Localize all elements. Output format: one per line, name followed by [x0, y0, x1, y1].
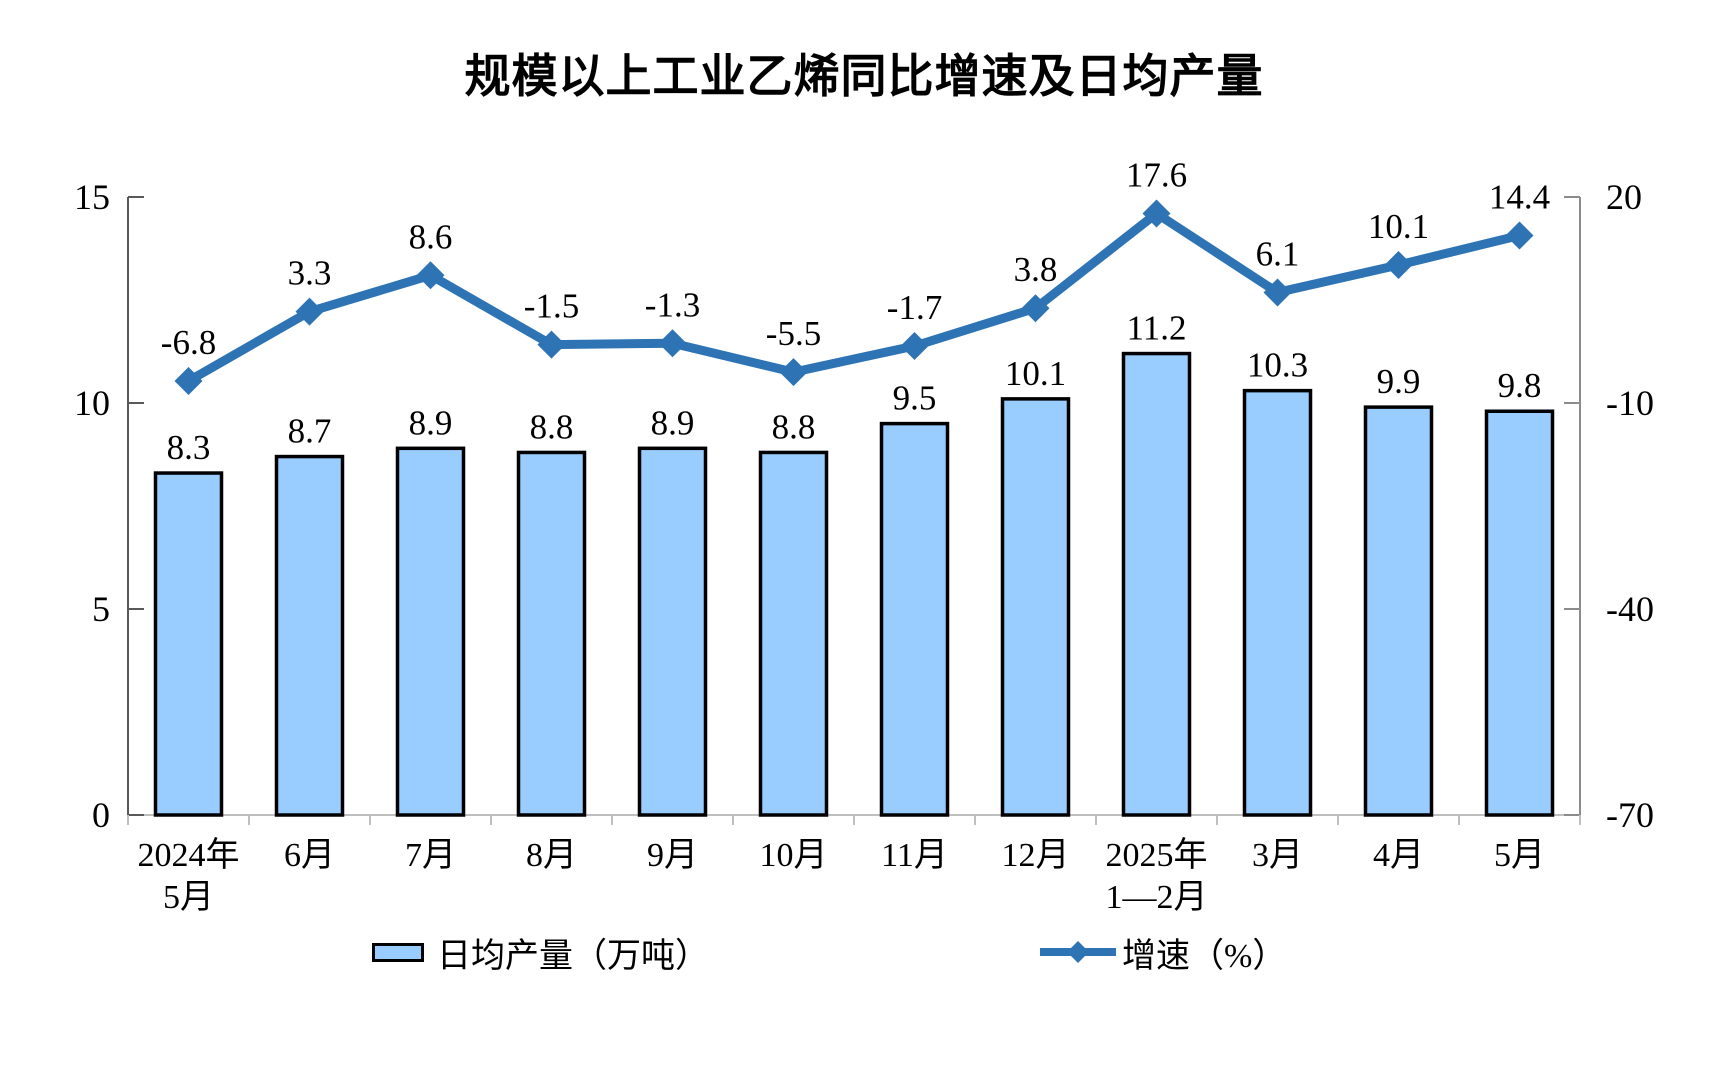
x-category-label: 7月	[405, 837, 456, 874]
bar-value-label: 9.8	[1498, 366, 1542, 405]
x-category-label: 5月	[163, 879, 214, 916]
x-category-label: 3月	[1252, 837, 1303, 874]
line-marker-diamond-icon	[416, 261, 445, 290]
legend-item-line: 增速（%）	[1040, 928, 1286, 976]
bar-value-label: 8.7	[288, 412, 332, 451]
line-marker-diamond-icon	[1021, 294, 1050, 323]
bar	[637, 446, 708, 817]
left-axis-tick-label: 5	[92, 589, 110, 629]
bar-legend-label: 日均产量（万吨）	[437, 937, 709, 975]
bar	[274, 454, 345, 817]
bar	[1242, 388, 1313, 817]
bar-value-label: 10.1	[1005, 354, 1066, 393]
x-category-label: 1—2月	[1106, 879, 1208, 916]
bar-value-label: 8.8	[772, 407, 816, 446]
line-value-label: -5.5	[766, 314, 821, 353]
right-axis-tick-label: -10	[1606, 383, 1654, 423]
line-marker-diamond-icon	[1263, 278, 1292, 307]
bar-value-label: 8.9	[651, 403, 695, 442]
bar	[516, 450, 587, 817]
line-marker-diamond-icon	[900, 332, 929, 361]
line-value-label: -1.5	[524, 287, 579, 326]
x-category-label: 5月	[1494, 837, 1545, 874]
bar-legend-swatch-icon	[372, 942, 424, 962]
line-marker-diamond-icon	[295, 297, 324, 326]
line-marker-diamond-icon	[779, 358, 808, 387]
bar-value-label: 9.5	[893, 379, 937, 418]
bar	[1000, 397, 1071, 817]
bar-value-label: 8.8	[530, 407, 574, 446]
line-legend-label: 增速（%）	[1122, 937, 1287, 975]
line-value-label: -6.8	[161, 323, 216, 362]
bar	[1121, 351, 1192, 817]
bar-value-label: 11.2	[1127, 309, 1187, 348]
left-axis-tick-label: 15	[74, 177, 110, 217]
line-value-label: 10.1	[1368, 207, 1429, 246]
left-axis-tick-label: 0	[92, 795, 110, 835]
bar	[1484, 409, 1555, 817]
bar	[758, 450, 829, 817]
line-value-label: -1.3	[645, 285, 700, 324]
line-marker-diamond-icon	[1142, 199, 1171, 228]
line-marker-diamond-icon	[537, 330, 566, 359]
x-category-label: 2025年	[1106, 836, 1208, 874]
left-axis-tick-label: 10	[74, 383, 110, 423]
bar	[1363, 405, 1434, 817]
growth-line	[186, 207, 1521, 385]
line-marker-diamond-icon	[174, 367, 203, 396]
x-category-label: 11月	[881, 837, 948, 874]
chart-title: 规模以上工业乙烯同比增速及日均产量	[464, 49, 1264, 103]
x-category-label: 2024年	[138, 836, 240, 874]
line-marker-diamond-icon	[1505, 221, 1534, 250]
bar	[153, 471, 224, 817]
line-value-label: 3.3	[288, 254, 332, 293]
line-value-label: 17.6	[1126, 155, 1187, 194]
line-marker-diamond-icon	[1384, 250, 1413, 279]
line-value-label: 6.1	[1256, 234, 1300, 273]
line-value-label: 14.4	[1489, 177, 1550, 216]
x-category-label: 12月	[1002, 837, 1070, 874]
line-value-label: 3.8	[1014, 250, 1058, 289]
bar	[395, 446, 466, 817]
legend-diamond-icon	[1067, 941, 1089, 963]
right-axis-tick-label: -70	[1606, 795, 1654, 835]
x-category-label: 6月	[284, 837, 335, 874]
x-category-label: 8月	[526, 837, 577, 874]
x-category-label: 4月	[1373, 837, 1424, 874]
legend-item-bar: 日均产量（万吨）	[372, 928, 709, 976]
line-marker-diamond-icon	[658, 329, 687, 358]
bar-value-label: 10.3	[1247, 346, 1308, 385]
right-axis-tick-label: 20	[1606, 177, 1642, 217]
bar-value-label: 8.9	[409, 403, 453, 442]
right-axis-tick-label: -40	[1606, 589, 1654, 629]
x-category-label: 9月	[647, 837, 698, 874]
bar-value-label: 8.3	[167, 428, 211, 467]
x-category-label: 10月	[760, 837, 828, 874]
line-value-label: -1.7	[887, 288, 942, 327]
bar	[879, 421, 950, 817]
line-legend-swatch-icon	[1040, 941, 1116, 963]
bar-value-label: 9.9	[1377, 362, 1421, 401]
line-value-label: 8.6	[409, 217, 453, 256]
